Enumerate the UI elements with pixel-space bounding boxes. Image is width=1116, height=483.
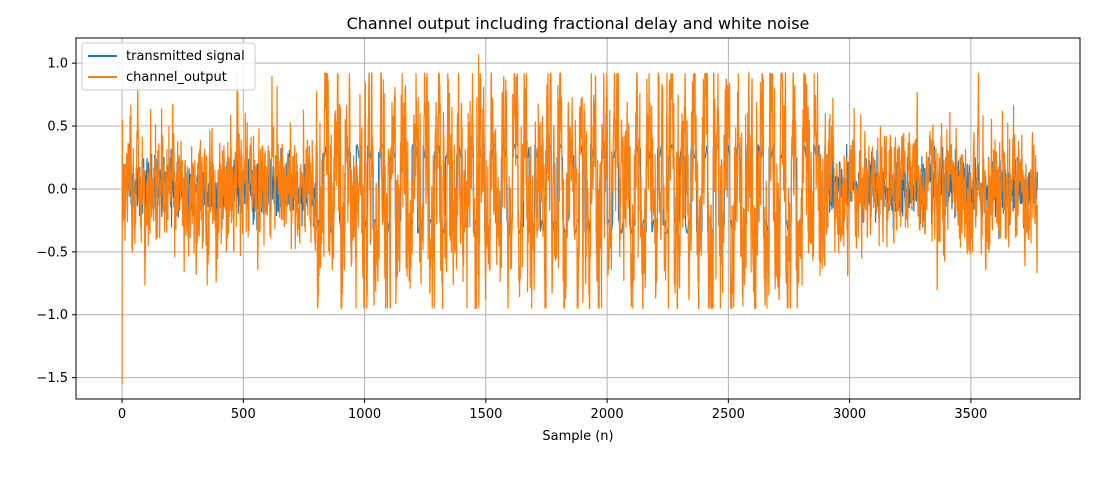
y-tick-label: −1.5 [36, 371, 68, 386]
legend-label-transmitted-signal: transmitted signal [126, 49, 245, 64]
y-tick-label: 0.5 [47, 120, 68, 135]
series-channel-output [121, 54, 1038, 384]
chart-title: Channel output including fractional dela… [347, 14, 810, 33]
x-tick-label: 1000 [348, 407, 381, 422]
plot-frame [75, 37, 1081, 400]
legend: transmitted signal channel_output [81, 42, 256, 91]
x-tick-label: 500 [231, 407, 256, 422]
y-tick-label: −1.0 [36, 308, 68, 323]
x-tick-label: 2000 [591, 407, 624, 422]
y-tick-label: 1.0 [47, 57, 68, 72]
x-axis-ticks: 0 500 1000 1500 2000 2500 3000 3500 [118, 399, 987, 422]
legend-box [81, 42, 256, 91]
x-axis-label: Sample (n) [542, 429, 613, 444]
x-tick-label: 3500 [954, 407, 987, 422]
y-tick-label: −0.5 [36, 245, 68, 260]
y-tick-label: 0.0 [47, 182, 68, 197]
y-axis-ticks: 1.0 0.5 0.0 −0.5 −1.0 −1.5 [36, 57, 76, 386]
x-tick-label: 1500 [469, 407, 502, 422]
x-tick-label: 3000 [833, 407, 866, 422]
x-tick-label: 2500 [712, 407, 745, 422]
legend-label-channel-output: channel_output [126, 70, 227, 85]
x-tick-label: 0 [118, 407, 126, 422]
line-channel-output [121, 54, 1038, 384]
